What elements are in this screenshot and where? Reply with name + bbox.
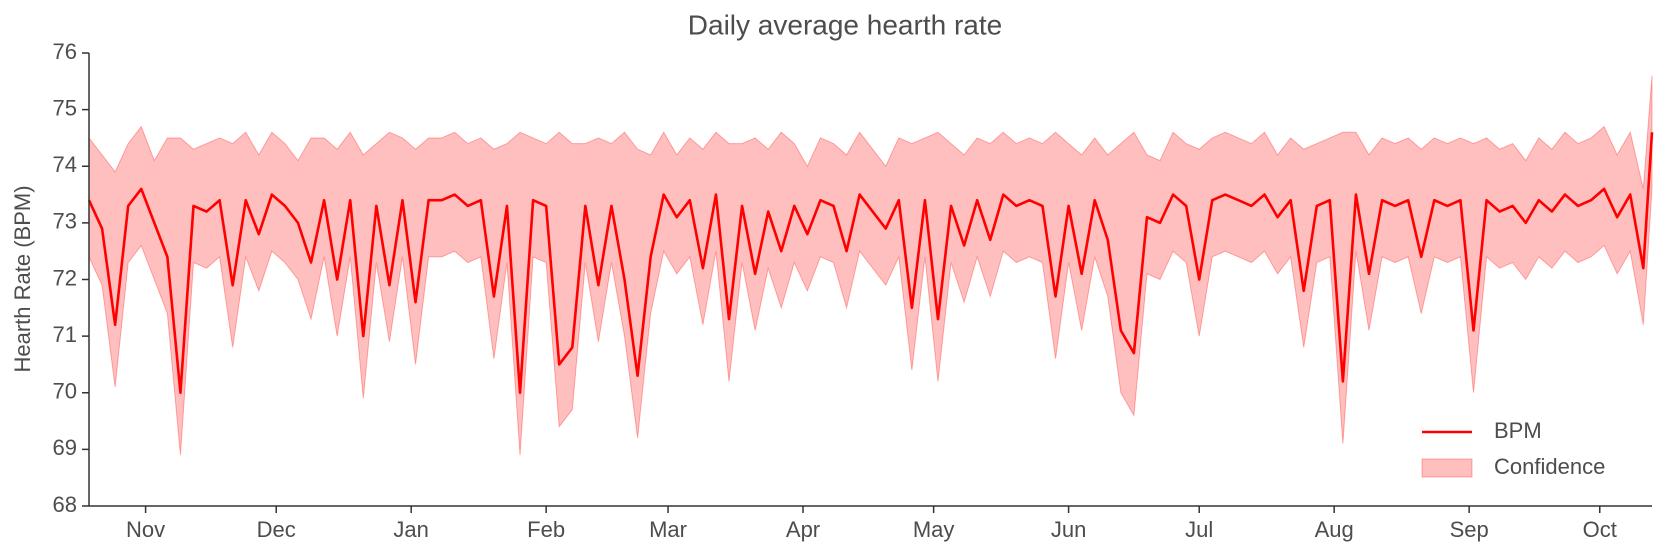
x-tick-label: May: [913, 517, 955, 542]
legend-label: BPM: [1494, 418, 1542, 443]
x-tick-label: Feb: [527, 517, 565, 542]
y-tick-label: 74: [53, 152, 77, 177]
x-tick-label: Jun: [1051, 517, 1086, 542]
y-tick-label: 69: [53, 435, 77, 460]
chart-title: Daily average hearth rate: [688, 9, 1002, 40]
y-axis-label: Hearth Rate (BPM): [10, 185, 35, 372]
y-tick-label: 68: [53, 492, 77, 517]
x-tick-label: Apr: [786, 517, 820, 542]
confidence-band: [88, 75, 1653, 456]
legend-label: Confidence: [1494, 454, 1605, 479]
y-tick-label: 75: [53, 95, 77, 120]
x-tick-label: Mar: [649, 517, 687, 542]
x-tick-label: Sep: [1450, 517, 1489, 542]
x-tick-label: Dec: [257, 517, 296, 542]
y-tick-label: 70: [53, 379, 77, 404]
x-tick-label: Jul: [1185, 517, 1213, 542]
y-tick-label: 71: [53, 322, 77, 347]
y-tick-label: 73: [53, 209, 77, 234]
x-tick-label: Nov: [126, 517, 165, 542]
legend-swatch: [1421, 458, 1473, 478]
x-tick-label: Oct: [1583, 517, 1617, 542]
y-tick-label: 72: [53, 265, 77, 290]
x-tick-label: Aug: [1315, 517, 1354, 542]
bpm-line: [87, 132, 1654, 395]
y-tick-label: 76: [53, 39, 77, 64]
x-tick-label: Jan: [393, 517, 428, 542]
